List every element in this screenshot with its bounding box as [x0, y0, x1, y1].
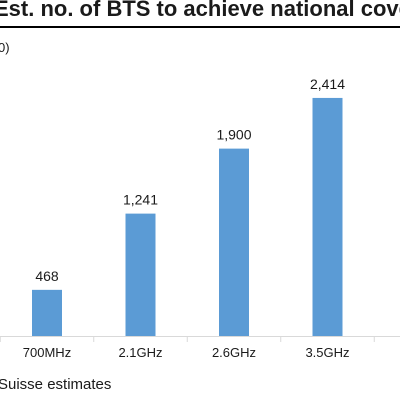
unit-label: 0)	[0, 40, 10, 55]
data-label: 1,241	[123, 192, 158, 208]
data-label: 1,900	[216, 127, 251, 143]
x-tick-label: 2.6GHz	[212, 345, 256, 360]
bar-2-6ghz	[219, 148, 249, 336]
data-label: 2,414	[310, 76, 345, 92]
x-tick-label: 3.5GHz	[305, 345, 349, 360]
bar-700mhz	[32, 289, 62, 336]
x-tick-label: 700MHz	[23, 345, 71, 360]
title-rule	[0, 26, 400, 28]
x-tick-label: 2.1GHz	[118, 345, 162, 360]
bar-3-5ghz	[312, 97, 343, 336]
data-label: 468	[35, 268, 59, 284]
bar-2-1ghz	[125, 213, 156, 336]
source-note: Suisse estimates	[0, 376, 112, 393]
chart-title: Est. no. of BTS to achieve national cove…	[0, 0, 400, 21]
